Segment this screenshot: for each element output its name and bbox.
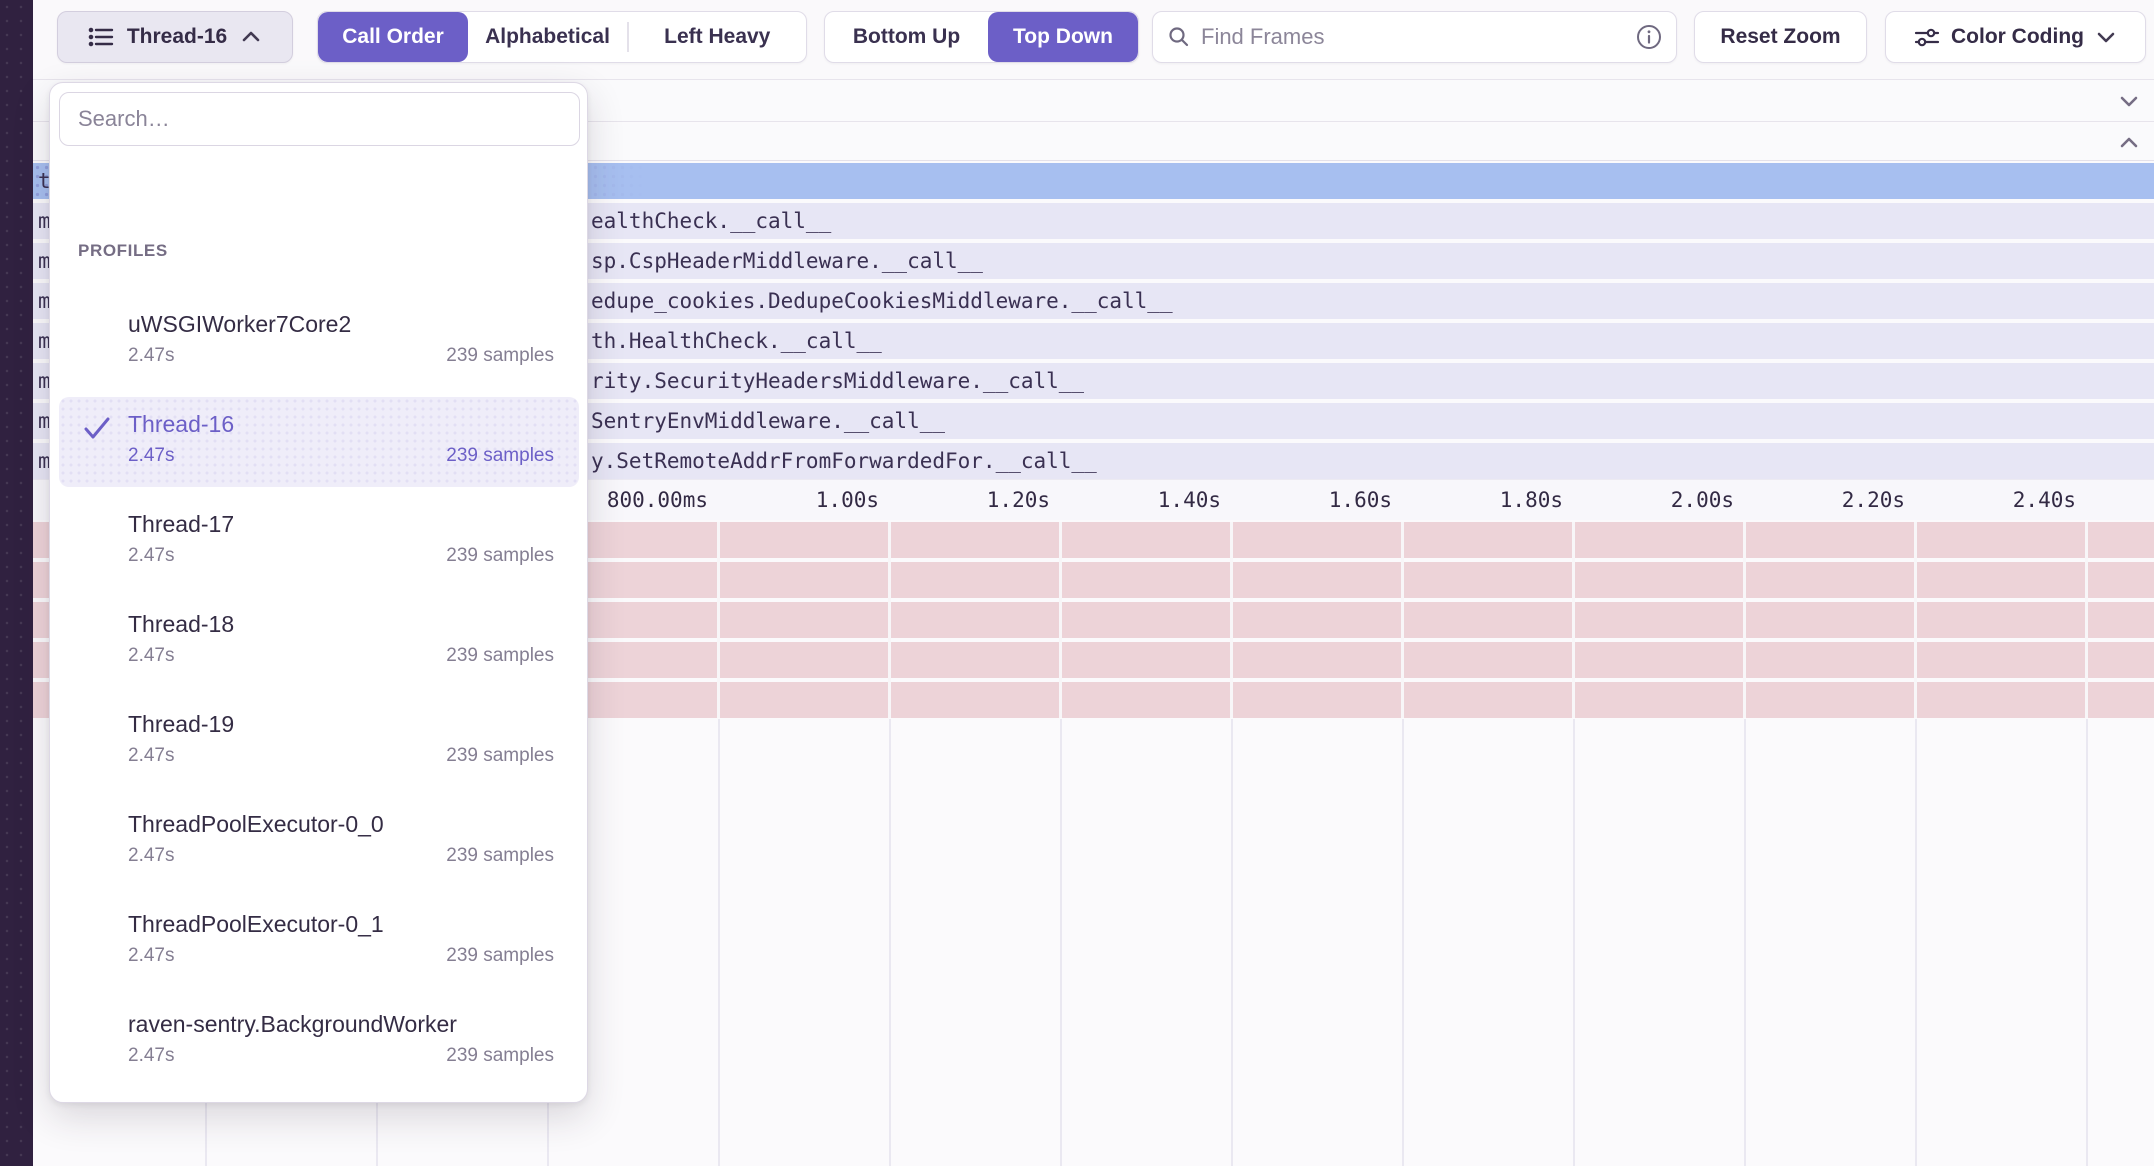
- profile-name: ThreadPoolExecutor-0_1: [128, 909, 554, 939]
- gridline: [1915, 719, 1917, 1166]
- sort-order-tabs: Call Order Alphabetical Left Heavy: [317, 11, 807, 63]
- app-sidebar-strip: [0, 0, 33, 1166]
- tab-alphabetical[interactable]: Alphabetical: [468, 12, 627, 62]
- gridline: [1572, 522, 1575, 718]
- gridline: [1744, 719, 1746, 1166]
- gridline: [888, 522, 891, 718]
- profiler-screen: tmealthCheck.__call__msp.CspHeaderMiddle…: [0, 0, 2154, 1166]
- profile-duration: 2.47s: [128, 843, 174, 869]
- chevron-down-icon: [2094, 26, 2118, 48]
- color-coding-label: Color Coding: [1951, 25, 2084, 49]
- gridline: [889, 719, 891, 1166]
- chevron-up-icon: [239, 26, 263, 48]
- tab-bottom-up[interactable]: Bottom Up: [825, 12, 988, 62]
- checkmark-icon: [82, 415, 112, 443]
- flame-row-label: y.SetRemoteAddrFromForwardedFor.__call__: [591, 443, 1097, 479]
- time-tick-label: 1.80s: [1500, 480, 1563, 520]
- gridline: [2086, 719, 2088, 1166]
- profile-duration: 2.47s: [128, 643, 174, 669]
- profile-list-item[interactable]: Thread-17 2.47s 239 samples: [50, 495, 587, 595]
- profile-name: Thread-19: [128, 709, 554, 739]
- gridline: [1573, 719, 1575, 1166]
- toolbar: Thread-16 Call Order Alphabetical Left H…: [33, 0, 2154, 79]
- time-tick-label: 2.20s: [1842, 480, 1905, 520]
- profiles-list: uWSGIWorker7Core2 2.47s 239 samples Thre…: [50, 295, 587, 1103]
- profile-list-item[interactable]: Thread-16 2.47s 239 samples: [50, 395, 587, 495]
- gridline: [1059, 522, 1062, 718]
- profile-name: Thread-16: [128, 409, 554, 439]
- profile-name: Thread-18: [128, 609, 554, 639]
- flame-row-label: rity.SecurityHeadersMiddleware.__call__: [591, 363, 1084, 399]
- profile-samples: 239 samples: [446, 343, 554, 369]
- flame-row-label: SentryEnvMiddleware.__call__: [591, 403, 945, 439]
- profile-duration: 2.47s: [128, 943, 174, 969]
- profile-name: raven-sentry.BackgroundWorker: [128, 1009, 554, 1039]
- chevron-down-icon[interactable]: [2116, 89, 2142, 113]
- find-frames-input[interactable]: Find Frames: [1152, 11, 1677, 63]
- profile-samples: 239 samples: [446, 743, 554, 769]
- time-tick-label: 1.20s: [987, 480, 1050, 520]
- profile-list-item[interactable]: ThreadPoolExecutor-0_1 2.47s 239 samples: [50, 895, 587, 995]
- time-tick-label: 2.00s: [1671, 480, 1734, 520]
- gridline: [1230, 522, 1233, 718]
- direction-tabs: Bottom Up Top Down: [824, 11, 1139, 63]
- profile-list-item[interactable]: uWSGIWorker7Core2 2.47s 239 samples: [50, 295, 587, 395]
- gridline: [1743, 522, 1746, 718]
- time-tick-label: 1.00s: [816, 480, 879, 520]
- thread-selector-label: Thread-16: [127, 25, 227, 49]
- find-frames-placeholder: Find Frames: [1201, 24, 1324, 50]
- profile-duration: 2.47s: [128, 1043, 174, 1069]
- chevron-up-icon[interactable]: [2116, 130, 2142, 154]
- tab-top-down[interactable]: Top Down: [988, 12, 1138, 62]
- tab-left-heavy[interactable]: Left Heavy: [629, 12, 807, 62]
- flame-row-label: ealthCheck.__call__: [591, 203, 831, 239]
- flame-row-label: th.HealthCheck.__call__: [591, 323, 882, 359]
- gridline: [1402, 719, 1404, 1166]
- profile-list-item[interactable]: ThreadPoolExecutor-0_0 2.47s 239 samples: [50, 795, 587, 895]
- profile-samples: 239 samples: [446, 443, 554, 469]
- profile-list-item[interactable]: raven-sentry.BackgroundWorker 2.47s 239 …: [50, 995, 587, 1095]
- profile-name: ThreadPoolExecutor-0_0: [128, 809, 554, 839]
- info-icon[interactable]: [1636, 24, 1662, 50]
- sliders-icon: [1913, 24, 1941, 50]
- time-tick-label: 2.40s: [2013, 480, 2076, 520]
- profile-duration: 2.47s: [128, 443, 174, 469]
- profile-samples: 239 samples: [446, 643, 554, 669]
- thread-dropdown: PROFILES uWSGIWorker7Core2 2.47s 239 sam…: [49, 82, 588, 1103]
- profile-list-item[interactable]: Thread-19 2.47s 239 samples: [50, 695, 587, 795]
- gridline: [2085, 522, 2088, 718]
- profile-samples: 239 samples: [446, 1043, 554, 1069]
- search-icon: [1167, 25, 1191, 49]
- profile-duration: 2.47s: [128, 743, 174, 769]
- gridline: [1914, 522, 1917, 718]
- profile-list-item[interactable]: raven-sentry.BackgroundWorker 2.47s 239 …: [50, 1095, 587, 1103]
- profile-duration: 2.47s: [128, 343, 174, 369]
- profile-name: uWSGIWorker7Core2: [128, 309, 554, 339]
- profile-list-item[interactable]: Thread-18 2.47s 239 samples: [50, 595, 587, 695]
- flame-row-label: sp.CspHeaderMiddleware.__call__: [591, 243, 983, 279]
- gridline: [717, 522, 720, 718]
- profile-samples: 239 samples: [446, 943, 554, 969]
- profile-samples: 239 samples: [446, 543, 554, 569]
- gridline: [1231, 719, 1233, 1166]
- gridline: [1060, 719, 1062, 1166]
- profile-name: Thread-17: [128, 509, 554, 539]
- profile-duration: 2.47s: [128, 543, 174, 569]
- tab-call-order[interactable]: Call Order: [318, 12, 468, 62]
- list-icon: [87, 24, 115, 50]
- color-coding-button[interactable]: Color Coding: [1885, 11, 2146, 63]
- reset-zoom-label: Reset Zoom: [1720, 25, 1840, 49]
- reset-zoom-button[interactable]: Reset Zoom: [1694, 11, 1867, 63]
- profiles-section-label: PROFILES: [78, 241, 168, 261]
- gridline: [718, 719, 720, 1166]
- thread-selector-button[interactable]: Thread-16: [57, 11, 293, 63]
- time-tick-label: 800.00ms: [607, 480, 708, 520]
- dropdown-search-input[interactable]: [59, 92, 580, 146]
- gridline: [1401, 522, 1404, 718]
- time-tick-label: 1.60s: [1329, 480, 1392, 520]
- time-tick-label: 1.40s: [1158, 480, 1221, 520]
- flame-row-label: edupe_cookies.DedupeCookiesMiddleware.__…: [591, 283, 1173, 319]
- profile-samples: 239 samples: [446, 843, 554, 869]
